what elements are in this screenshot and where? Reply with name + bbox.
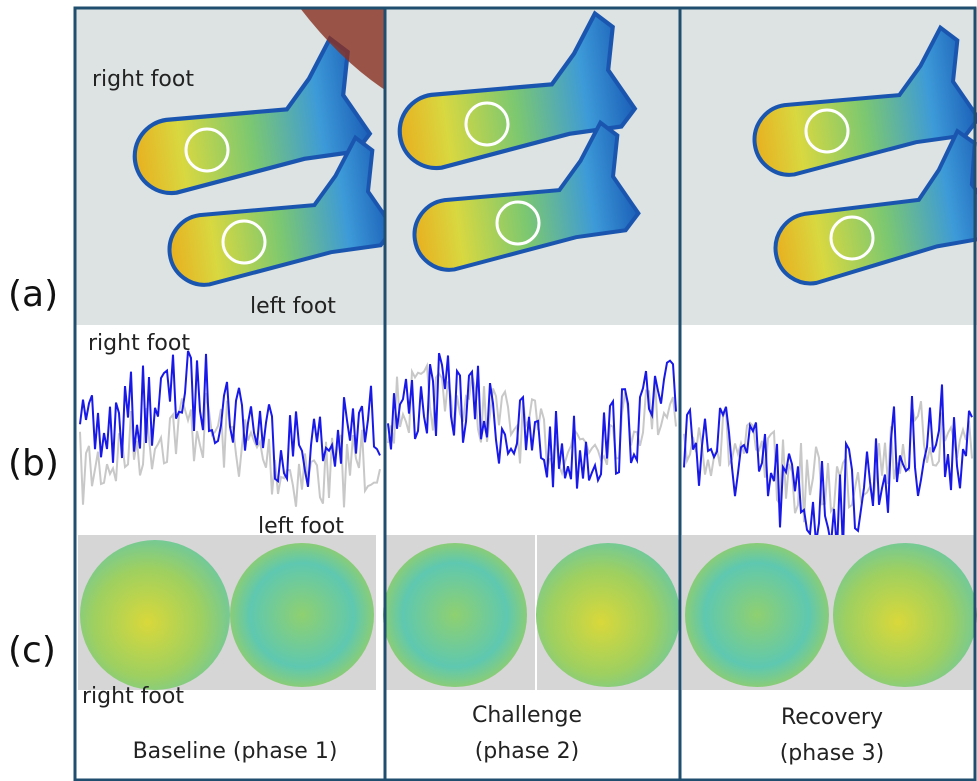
foot-label: right foot (82, 684, 184, 709)
plate (685, 543, 829, 687)
caption: Challenge (472, 703, 582, 728)
row-label: (a) (8, 274, 58, 315)
row-label: (b) (8, 443, 59, 484)
signal-traces (80, 351, 972, 551)
foot-label: left foot (250, 294, 336, 319)
thermal-images (75, 8, 977, 325)
figure: (a) (b) (c) right foot left foot right f… (0, 0, 977, 781)
caption: (phase 3) (780, 741, 885, 766)
foot-label: left foot (258, 514, 344, 539)
signal-trace (80, 393, 380, 507)
plate (536, 543, 680, 687)
caption: (phase 2) (475, 739, 580, 764)
plate (230, 543, 374, 687)
caption: Recovery (781, 705, 883, 730)
row-label: (c) (8, 630, 56, 671)
foot-label: right foot (88, 331, 190, 356)
plate (383, 543, 527, 687)
plate (833, 543, 977, 687)
caption: Baseline (phase 1) (133, 739, 338, 764)
foot-label: right foot (92, 67, 194, 92)
plate-images (78, 535, 977, 690)
plate (80, 540, 230, 690)
